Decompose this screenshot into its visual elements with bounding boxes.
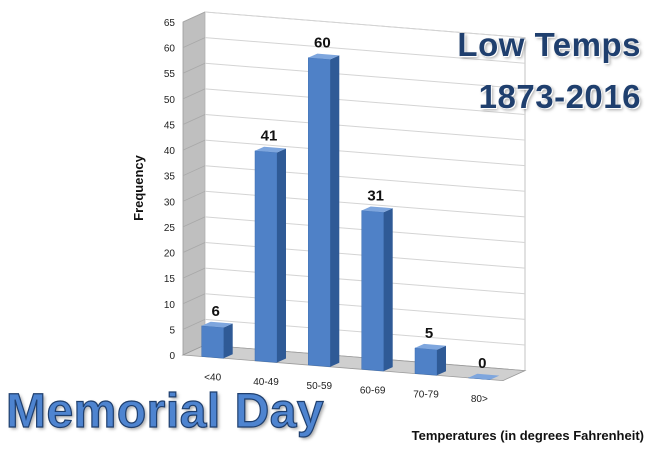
y-tick-label: 0 — [169, 351, 175, 362]
y-tick-label: 45 — [164, 120, 176, 131]
bar-side — [223, 323, 233, 359]
y-tick-label: 25 — [164, 223, 176, 234]
y-axis-ticks: 0 5 10 15 20 25 30 35 40 45 50 55 60 65 — [164, 18, 176, 362]
bar-front — [414, 347, 438, 376]
y-axis-title: Frequency — [131, 154, 146, 221]
y-tick-label: 60 — [164, 44, 176, 55]
bar-top — [308, 53, 340, 60]
gridline-side — [182, 88, 206, 100]
bar-side — [330, 55, 340, 367]
x-tick-label: 50-59 — [307, 381, 333, 392]
y-tick-label: 50 — [164, 95, 176, 106]
bar-top — [415, 343, 446, 350]
gridline-side — [182, 114, 206, 125]
chart-title-line-2: 1873-2016 — [478, 78, 641, 115]
gridline-side — [182, 293, 206, 305]
data-label: 31 — [367, 187, 384, 204]
data-label: 5 — [425, 325, 433, 342]
gridline-side — [182, 242, 206, 253]
x-tick-label: <40 — [204, 372, 221, 383]
gridline — [204, 62, 526, 90]
y-tick-label: 5 — [169, 325, 175, 336]
bar-top — [255, 146, 286, 153]
bar-front — [361, 210, 384, 372]
gridline-side — [182, 216, 206, 228]
gridline — [204, 88, 526, 115]
gridline-side — [182, 62, 206, 74]
gridline — [204, 139, 526, 167]
gridline-side — [182, 37, 206, 48]
chart-bars — [201, 53, 500, 380]
bar-80> — [468, 373, 500, 380]
bar-front — [308, 57, 331, 368]
y-tick-label: 35 — [164, 172, 176, 183]
gridline-side — [182, 139, 206, 151]
bar-50-59 — [308, 53, 340, 368]
caption-memorial-day: Memorial Day — [5, 385, 325, 438]
bar-top — [468, 373, 500, 380]
chart-title-line-1: Low Temps — [457, 26, 641, 63]
bar-60-69 — [361, 206, 393, 372]
gridline-side — [182, 190, 206, 202]
data-label: 0 — [478, 355, 486, 372]
y-tick-label: 65 — [164, 18, 176, 29]
data-label: 6 — [211, 303, 219, 320]
bar-side — [277, 148, 286, 363]
x-axis-categories: <40 40-49 50-59 60-69 70-79 80> — [204, 372, 488, 404]
bar-top — [361, 206, 393, 213]
gridline-side — [182, 319, 206, 330]
y-tick-label: 30 — [164, 197, 176, 208]
gridline-side — [182, 267, 206, 279]
data-label: 60 — [314, 35, 331, 52]
y-tick-label: 15 — [164, 274, 176, 285]
gridline — [204, 113, 526, 141]
y-tick-label: 10 — [164, 300, 176, 311]
gridline-side — [182, 165, 206, 177]
chart-data-labels: 6 41 60 31 5 0 — [211, 35, 486, 372]
chart-side-wall — [182, 11, 206, 356]
bar-side — [437, 345, 446, 376]
y-tick-label: 55 — [164, 69, 176, 80]
gridline-side — [182, 11, 206, 23]
bar-top — [201, 321, 233, 328]
bar-40-49 — [254, 146, 286, 363]
y-tick-label: 40 — [164, 146, 176, 157]
x-tick-label: 40-49 — [253, 377, 279, 388]
x-tick-label: 70-79 — [413, 390, 439, 401]
y-tick-label: 20 — [164, 249, 176, 260]
x-axis-title: Temperatures (in degrees Fahrenheit) — [412, 428, 644, 443]
bar-<40 — [201, 321, 233, 359]
bar-front — [254, 150, 278, 363]
bar-side — [383, 208, 393, 372]
data-label: 41 — [261, 128, 278, 145]
gridline — [204, 11, 526, 39]
gridline — [204, 37, 526, 64]
bar-front — [201, 325, 224, 359]
x-tick-label: 80> — [471, 394, 488, 405]
x-tick-label: 60-69 — [360, 385, 386, 396]
bar-70-79 — [414, 343, 446, 376]
